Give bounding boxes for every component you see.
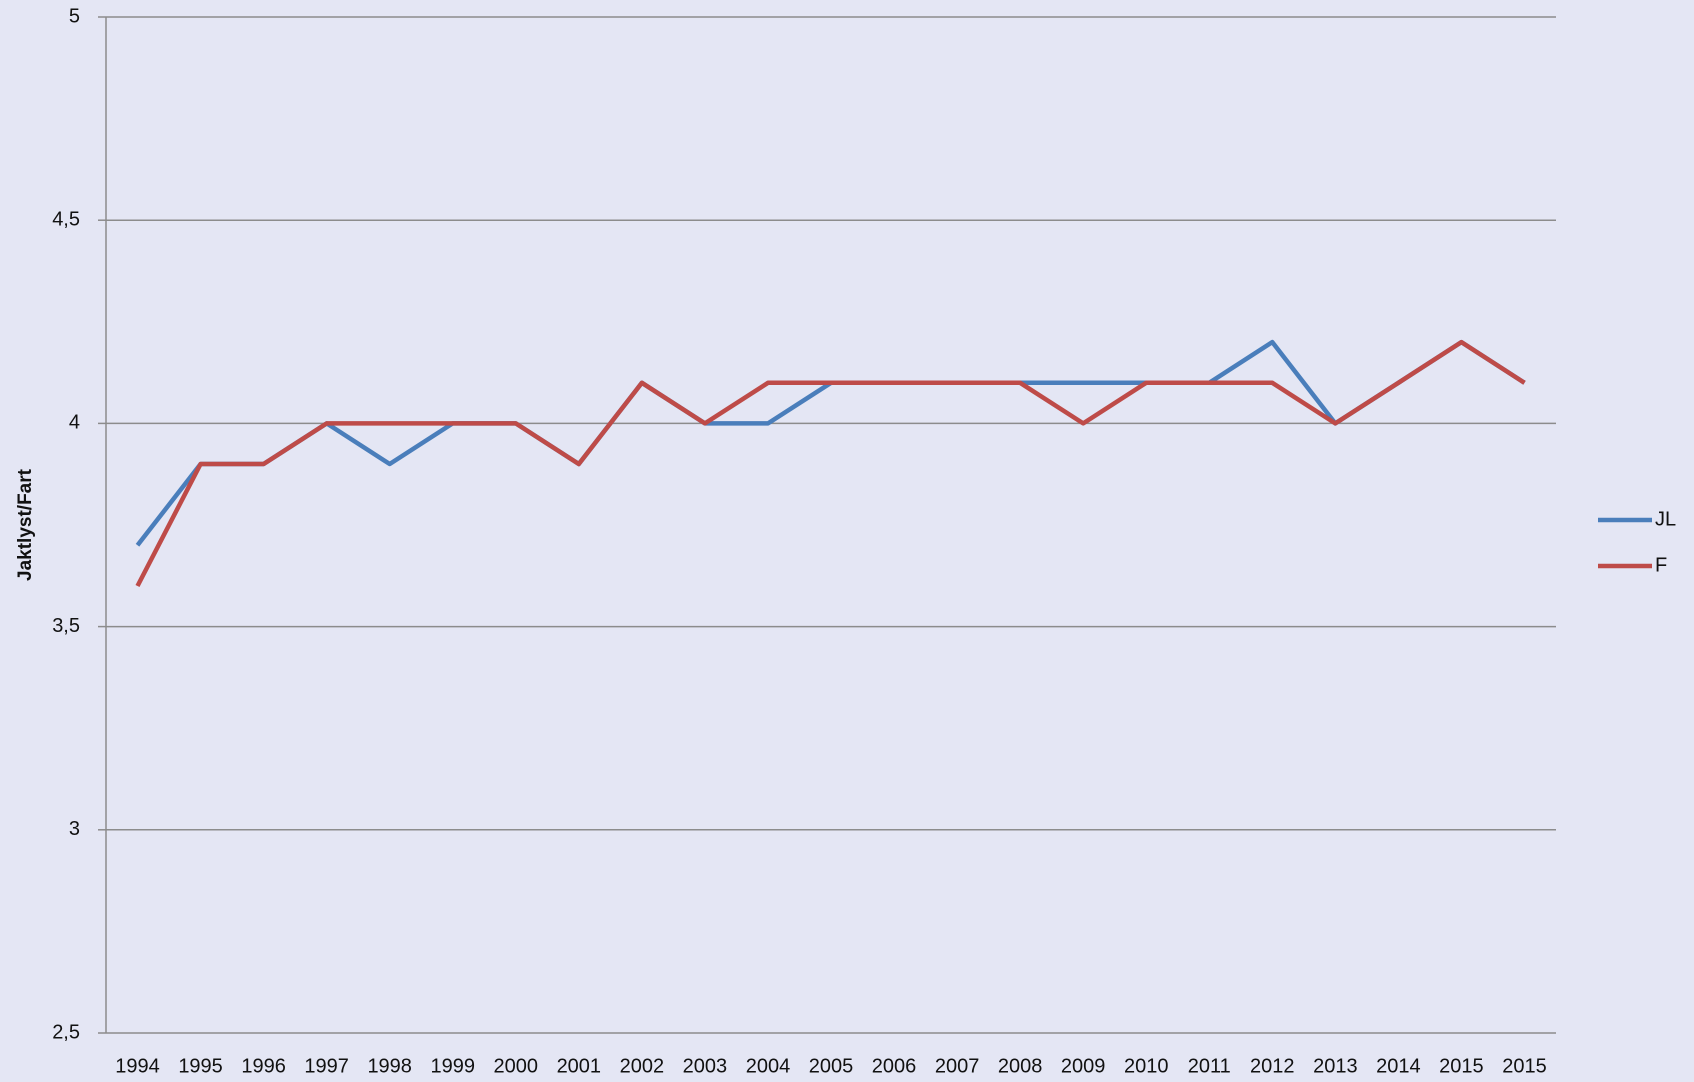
y-axis-label: Jaktlyst/Fart [15,468,36,581]
x-tick-label: 2006 [872,1055,917,1077]
y-tick-label: 2,5 [52,1021,80,1043]
x-tick-label: 2005 [809,1055,854,1077]
y-tick-label: 4,5 [52,208,80,230]
x-tick-label: 1997 [304,1055,349,1077]
y-tick-label: 4 [69,412,80,434]
x-tick-label: 1994 [115,1055,160,1077]
x-tick-label: 2012 [1250,1055,1295,1077]
x-tick-label: 2008 [998,1055,1043,1077]
x-tick-label: 2015 [1439,1055,1484,1077]
x-tick-label: 2009 [1061,1055,1106,1077]
legend-label: JL [1655,508,1676,530]
y-tick-label: 5 [69,5,80,27]
x-tick-label: 1995 [178,1055,223,1077]
x-tick-label: 2015 [1502,1055,1547,1077]
x-tick-label: 2000 [494,1055,539,1077]
x-tick-label: 2001 [557,1055,602,1077]
background [0,0,1694,1082]
chart: Jaktlyst/Fart 2,5 3 3,5 4 4,5 5 1994 1995 1996 19… [0,0,1694,1082]
legend-label: F [1655,554,1667,576]
x-tick-label: 2011 [1188,1055,1231,1077]
x-tick-label: 1996 [241,1055,286,1077]
y-tick-label: 3 [69,818,80,840]
x-tick-label: 2010 [1124,1055,1169,1077]
x-tick-label: 2014 [1376,1055,1421,1077]
y-tick-label: 3,5 [52,615,80,637]
x-tick-label: 2004 [746,1055,791,1077]
x-tick-label: 2013 [1313,1055,1358,1077]
x-tick-label: 1999 [430,1055,475,1077]
x-tick-label: 2007 [935,1055,980,1077]
x-tick-label: 1998 [367,1055,412,1077]
x-tick-label: 2003 [683,1055,728,1077]
x-tick-label: 2002 [620,1055,665,1077]
